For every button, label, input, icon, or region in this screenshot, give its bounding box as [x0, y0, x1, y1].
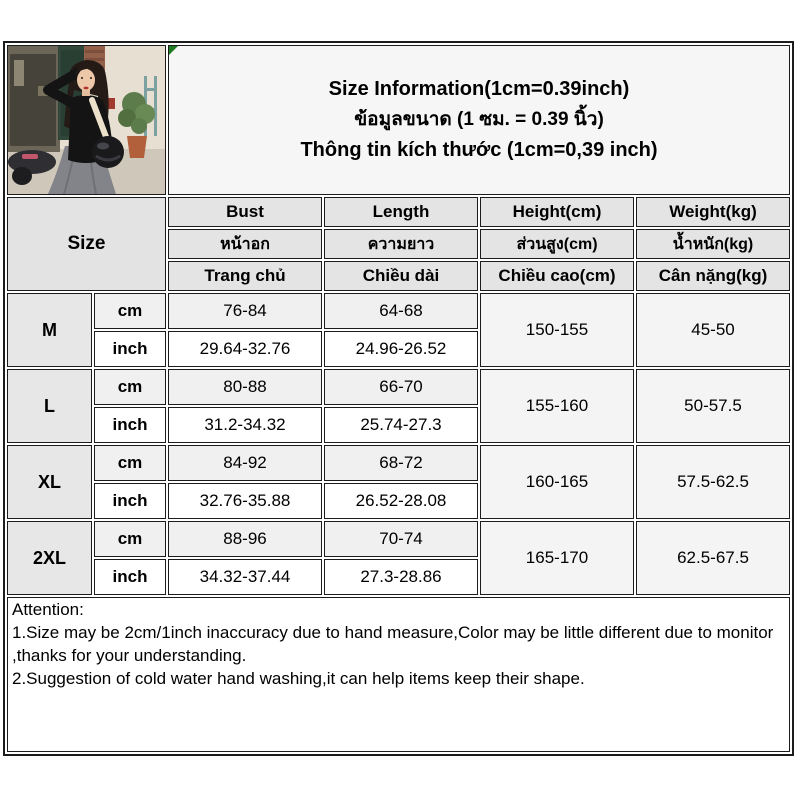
- col-weight-vi: Cân nặng(kg): [636, 261, 790, 291]
- col-bust-vi: Trang chủ: [168, 261, 322, 291]
- col-weight-th: น้ำหนัก(kg): [636, 229, 790, 259]
- product-photo: [8, 46, 165, 194]
- attention-row: Attention: 1.Size may be 2cm/1inch inacc…: [7, 597, 790, 752]
- col-height-vi: Chiều cao(cm): [480, 261, 634, 291]
- col-length-vi: Chiều dài: [324, 261, 478, 291]
- row-m-inch: inch 29.64-32.76 24.96-26.52: [7, 331, 790, 367]
- col-length-th: ความยาว: [324, 229, 478, 259]
- attention-note-1: 1.Size may be 2cm/1inch inaccuracy due t…: [12, 622, 774, 665]
- product-photo-cell: [7, 45, 166, 195]
- row-xl-inch: inch 32.76-35.88 26.52-28.08: [7, 483, 790, 519]
- unit-inch: inch: [94, 483, 166, 519]
- col-length-en: Length: [324, 197, 478, 227]
- col-weight-en: Weight(kg): [636, 197, 790, 227]
- size-table: Size Information(1cm=0.39inch) ข้อมูลขนา…: [3, 41, 794, 756]
- size-label-2xl: 2XL: [7, 521, 92, 595]
- size-info-title-cell: Size Information(1cm=0.39inch) ข้อมูลขนา…: [168, 45, 790, 195]
- m-length-cm: 64-68: [324, 293, 478, 329]
- xl-length-cm: 68-72: [324, 445, 478, 481]
- col-height-th: ส่วนสูง(cm): [480, 229, 634, 259]
- col-bust-en: Bust: [168, 197, 322, 227]
- l-bust-cm: 80-88: [168, 369, 322, 405]
- attention-heading: Attention:: [12, 600, 84, 619]
- l-height: 155-160: [480, 369, 634, 443]
- unit-cm: cm: [94, 369, 166, 405]
- xl-bust-inch: 32.76-35.88: [168, 483, 322, 519]
- xl-height: 160-165: [480, 445, 634, 519]
- xl-bust-cm: 84-92: [168, 445, 322, 481]
- 2xl-length-inch: 27.3-28.86: [324, 559, 478, 595]
- 2xl-height: 165-170: [480, 521, 634, 595]
- 2xl-length-cm: 70-74: [324, 521, 478, 557]
- unit-cm: cm: [94, 445, 166, 481]
- header-row-en: Size Bust Length Height(cm) Weight(kg): [7, 197, 790, 291]
- title-line-en: Size Information(1cm=0.39inch): [328, 78, 630, 101]
- l-length-cm: 66-70: [324, 369, 478, 405]
- green-triangle-indicator-icon: [169, 46, 178, 55]
- row-m-cm: M cm 76-84 64-68 150-155 45-50: [7, 293, 790, 367]
- xl-length-inch: 26.52-28.08: [324, 483, 478, 519]
- 2xl-bust-inch: 34.32-37.44: [168, 559, 322, 595]
- 2xl-weight: 62.5-67.5: [636, 521, 790, 595]
- row-2xl-cm: 2XL cm 88-96 70-74 165-170 62.5-67.5: [7, 521, 790, 595]
- attention-note-2: 2.Suggestion of cold water hand washing,…: [12, 668, 585, 688]
- m-height: 150-155: [480, 293, 634, 367]
- l-length-inch: 25.74-27.3: [324, 407, 478, 443]
- row-l-inch: inch 31.2-34.32 25.74-27.3: [7, 407, 790, 443]
- m-weight: 45-50: [636, 293, 790, 367]
- unit-cm: cm: [94, 521, 166, 557]
- row-l-cm: L cm 80-88 66-70 155-160 50-57.5: [7, 369, 790, 443]
- xl-weight: 57.5-62.5: [636, 445, 790, 519]
- col-bust-th: หน้าอก: [168, 229, 322, 259]
- col-height-en: Height(cm): [480, 197, 634, 227]
- size-label-m: M: [7, 293, 92, 367]
- l-weight: 50-57.5: [636, 369, 790, 443]
- unit-inch: inch: [94, 559, 166, 595]
- title-row: Size Information(1cm=0.39inch) ข้อมูลขนา…: [7, 45, 790, 195]
- l-bust-inch: 31.2-34.32: [168, 407, 322, 443]
- size-label-l: L: [7, 369, 92, 443]
- unit-cm: cm: [94, 293, 166, 329]
- header-row-th: หน้าอก ความยาว ส่วนสูง(cm) น้ำหนัก(kg): [7, 229, 790, 259]
- unit-inch: inch: [94, 407, 166, 443]
- header-row-vi: Trang chủ Chiều dài Chiều cao(cm) Cân nặ…: [7, 261, 790, 291]
- title-line-vi: Thông tin kích thước (1cm=0,39 inch): [300, 138, 658, 161]
- title-line-th: ข้อมูลขนาด (1 ซม. = 0.39 นิ้ว): [354, 109, 604, 131]
- size-label-xl: XL: [7, 445, 92, 519]
- unit-inch: inch: [94, 331, 166, 367]
- attention-cell: Attention: 1.Size may be 2cm/1inch inacc…: [7, 597, 790, 752]
- row-xl-cm: XL cm 84-92 68-72 160-165 57.5-62.5: [7, 445, 790, 519]
- m-bust-cm: 76-84: [168, 293, 322, 329]
- row-2xl-inch: inch 34.32-37.44 27.3-28.86: [7, 559, 790, 595]
- 2xl-bust-cm: 88-96: [168, 521, 322, 557]
- m-length-inch: 24.96-26.52: [324, 331, 478, 367]
- m-bust-inch: 29.64-32.76: [168, 331, 322, 367]
- size-header: Size: [7, 197, 166, 291]
